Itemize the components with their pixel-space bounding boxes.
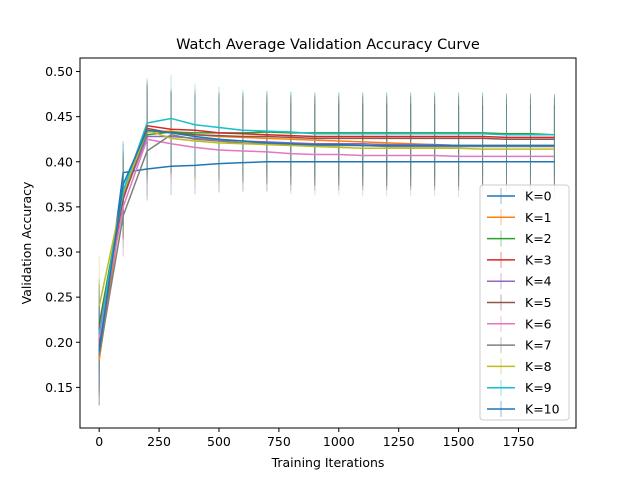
plot-frame	[79, 57, 577, 429]
legend-label: K=4	[525, 274, 552, 289]
series-line-k3	[98, 124, 555, 329]
x-tick-label: 1250	[383, 434, 415, 449]
legend-item: K=0	[487, 188, 552, 204]
y-tick-label: 0.25	[45, 290, 73, 305]
series-line-k2	[98, 131, 555, 325]
series-line-k6	[98, 138, 555, 338]
legend-item: K=3	[487, 251, 552, 268]
y-tick-label: 0.20	[45, 335, 73, 350]
x-tick-label: 1750	[503, 434, 535, 449]
legend: K=0 K=1 K=2 K=3 K=4 K=5 K=6 K=7 K=8 K=9 K=10	[479, 184, 570, 421]
legend-label: K=8	[525, 359, 552, 374]
series-line-k9	[98, 117, 555, 334]
x-axis: 0 250 500 750 1000 1250 1500 1750	[95, 428, 534, 449]
x-tick-label: 0	[95, 434, 103, 449]
chart-title: Watch Average Validation Accuracy Curve	[176, 37, 480, 53]
y-tick-label: 0.30	[45, 245, 73, 260]
legend-item: K=6	[487, 315, 552, 332]
legend-item: K=7	[487, 337, 552, 354]
series-lines-layer	[98, 117, 555, 361]
series-line-k0	[98, 161, 555, 356]
legend-label: K=6	[525, 316, 552, 331]
y-tick-label: 0.45	[45, 109, 73, 124]
legend-item: K=2	[487, 230, 552, 247]
y-tick-label: 0.15	[45, 380, 73, 395]
legend-label: K=10	[525, 402, 560, 417]
legend-item: K=1	[487, 209, 552, 226]
y-axis: 0.15 0.20 0.25 0.30 0.35 0.40 0.45 0.50	[45, 64, 80, 395]
legend-item: K=10	[487, 401, 560, 417]
x-axis-label: Training Iterations	[271, 455, 385, 470]
legend-item: K=4	[487, 273, 552, 290]
x-tick-label: 250	[147, 434, 171, 449]
legend-item: K=5	[487, 294, 552, 311]
legend-label: K=5	[525, 295, 552, 310]
y-axis-label: Validation Accuracy	[19, 181, 34, 304]
series-line-k10	[98, 129, 555, 352]
series-line-k7	[98, 133, 555, 356]
legend-item: K=9	[487, 379, 552, 396]
x-tick-label: 1000	[323, 434, 355, 449]
y-tick-label: 0.35	[45, 199, 73, 214]
x-tick-label: 500	[207, 434, 231, 449]
legend-label: K=1	[525, 210, 552, 225]
legend-box	[479, 184, 570, 421]
legend-item: K=8	[487, 358, 552, 375]
series-line-k8	[98, 129, 555, 307]
legend-label: K=0	[525, 189, 552, 204]
legend-label: K=7	[525, 338, 552, 353]
legend-label: K=2	[525, 231, 552, 246]
y-tick-label: 0.40	[45, 154, 73, 169]
y-tick-label: 0.50	[45, 64, 73, 79]
legend-label: K=3	[525, 252, 552, 267]
x-tick-label: 750	[267, 434, 291, 449]
legend-label: K=9	[525, 380, 552, 395]
x-tick-label: 1500	[443, 434, 475, 449]
